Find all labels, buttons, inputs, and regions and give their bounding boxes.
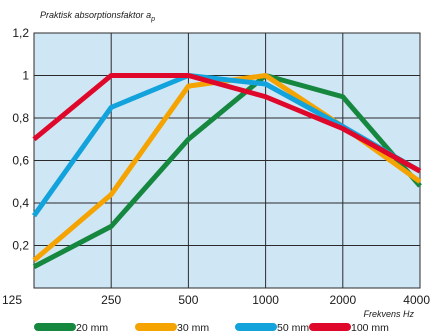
legend-label: 20 mm [76, 322, 108, 334]
legend-label: 30 mm [177, 322, 209, 334]
y-tick-label: 0,4 [12, 196, 29, 210]
series-line-20-mm [32, 73, 422, 269]
legend-item: 100 mm [309, 322, 389, 334]
y-tick-label: 0,2 [12, 239, 29, 253]
x-tick-labels: 125 250 500 1000 2000 4000 [2, 293, 430, 307]
chart-title: Praktisk absorptionsfaktor ap [40, 10, 155, 23]
x-tick-label: 2000 [329, 293, 356, 307]
series-line-100-mm [32, 73, 422, 174]
legend: 20 mm 30 mm 50 mm 100 mm [34, 322, 389, 334]
x-tick-label: 500 [178, 293, 198, 307]
legend-label: 100 mm [351, 322, 389, 334]
y-tick-labels: 0,2 0,4 0,6 0,8 1 1,2 [12, 26, 29, 253]
legend-item: 50 mm [235, 322, 309, 334]
x-tick-label: 250 [101, 293, 121, 307]
x-tick-label: 125 [2, 293, 22, 307]
plot-border [33, 32, 421, 289]
x-tick-label: 1000 [252, 293, 279, 307]
legend-item: 20 mm [34, 322, 108, 334]
y-tick-label: 1 [22, 69, 29, 83]
series-lines [31, 73, 422, 269]
x-tick-label: 4000 [403, 293, 430, 307]
y-tick-label: 0,6 [12, 154, 29, 168]
y-tick-label: 0,8 [12, 111, 29, 125]
legend-label: 50 mm [277, 322, 309, 334]
y-tick-label: 1,2 [12, 26, 29, 40]
legend-item: 30 mm [135, 322, 209, 334]
x-axis-label: Frekvens Hz [363, 309, 414, 319]
